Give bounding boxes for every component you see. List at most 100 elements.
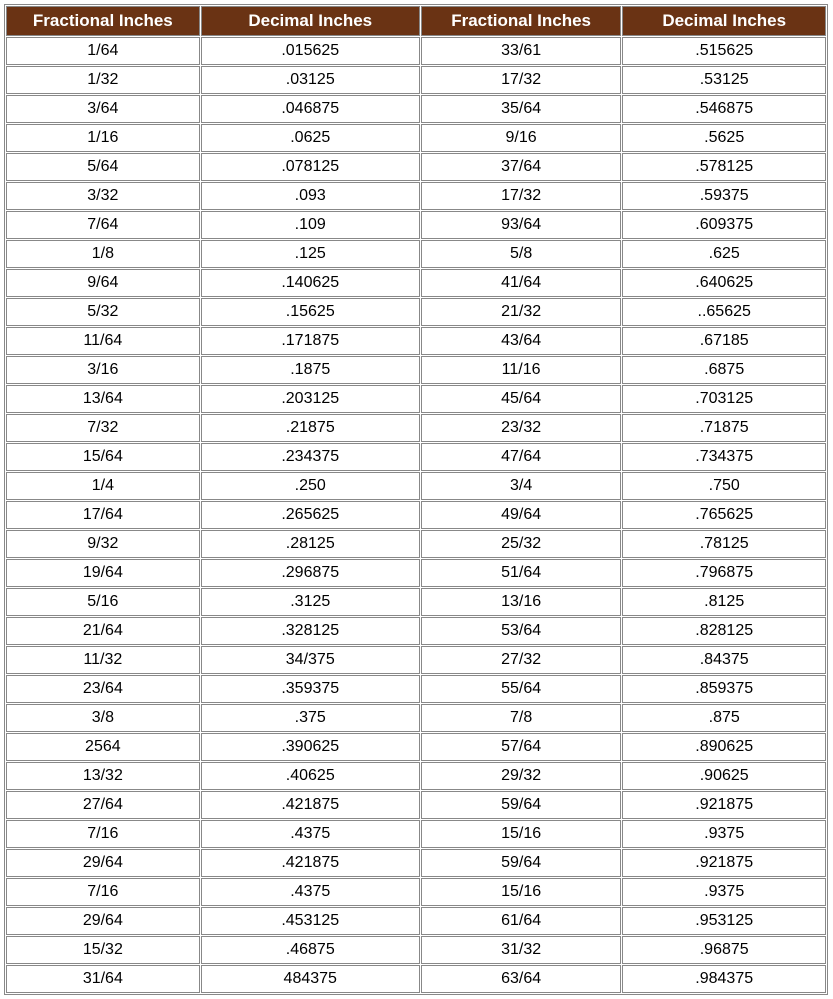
table-cell: .140625 [201,269,420,297]
table-cell: 11/16 [421,356,622,384]
table-cell: .859375 [622,675,826,703]
column-header: Fractional Inches [421,6,622,36]
table-cell: 9/32 [6,530,200,558]
table-cell: .84375 [622,646,826,674]
table-cell: .5625 [622,124,826,152]
table-cell: .28125 [201,530,420,558]
table-cell: 43/64 [421,327,622,355]
table-cell: 49/64 [421,501,622,529]
table-row: 11/3234/37527/32.84375 [6,646,826,674]
table-cell: 3/16 [6,356,200,384]
table-cell: .359375 [201,675,420,703]
table-cell: .734375 [622,443,826,471]
table-row: 19/64.29687551/64.796875 [6,559,826,587]
table-cell: 7/16 [6,878,200,906]
table-cell: 9/64 [6,269,200,297]
table-cell: .765625 [622,501,826,529]
table-cell: .828125 [622,617,826,645]
table-cell: .453125 [201,907,420,935]
table-cell: 57/64 [421,733,622,761]
table-row: 29/64.45312561/64.953125 [6,907,826,935]
table-cell: .03125 [201,66,420,94]
table-cell: 35/64 [421,95,622,123]
table-cell: .0625 [201,124,420,152]
table-cell: 9/16 [421,124,622,152]
table-row: 9/32.2812525/32.78125 [6,530,826,558]
table-row: 5/64.07812537/64.578125 [6,153,826,181]
table-cell: 63/64 [421,965,622,993]
table-cell: 21/32 [421,298,622,326]
table-cell: .125 [201,240,420,268]
table-cell: 15/16 [421,878,622,906]
table-cell: 29/32 [421,762,622,790]
table-cell: .328125 [201,617,420,645]
table-cell: .9375 [622,820,826,848]
table-cell: .90625 [622,762,826,790]
table-cell: 17/32 [421,182,622,210]
table-cell: 1/8 [6,240,200,268]
table-cell: 5/32 [6,298,200,326]
table-cell: .609375 [622,211,826,239]
table-cell: 53/64 [421,617,622,645]
table-cell: .546875 [622,95,826,123]
table-cell: .15625 [201,298,420,326]
table-cell: .093 [201,182,420,210]
table-cell: .046875 [201,95,420,123]
column-header: Decimal Inches [201,6,420,36]
table-cell: 11/64 [6,327,200,355]
table-cell: 7/8 [421,704,622,732]
table-cell: 93/64 [421,211,622,239]
table-cell: 59/64 [421,849,622,877]
table-cell: 47/64 [421,443,622,471]
table-row: 1/32.0312517/32.53125 [6,66,826,94]
table-cell: 23/32 [421,414,622,442]
table-row: 1/16.06259/16.5625 [6,124,826,152]
table-cell: .078125 [201,153,420,181]
table-cell: 15/32 [6,936,200,964]
table-cell: .640625 [622,269,826,297]
table-cell: 29/64 [6,849,200,877]
table-row: 15/64.23437547/64.734375 [6,443,826,471]
table-cell: 1/64 [6,37,200,65]
table-row: 2564.39062557/64.890625 [6,733,826,761]
table-row: 29/64.42187559/64.921875 [6,849,826,877]
table-cell: 1/32 [6,66,200,94]
table-cell: .1875 [201,356,420,384]
table-cell: .625 [622,240,826,268]
table-cell: 17/32 [421,66,622,94]
table-cell: 1/16 [6,124,200,152]
table-cell: ..65625 [622,298,826,326]
table-cell: .9375 [622,878,826,906]
table-cell: .59375 [622,182,826,210]
table-row: 3/8.3757/8.875 [6,704,826,732]
table-cell: 31/32 [421,936,622,964]
table-cell: .921875 [622,849,826,877]
table-cell: .4375 [201,878,420,906]
table-cell: 61/64 [421,907,622,935]
table-cell: 21/64 [6,617,200,645]
table-cell: 5/8 [421,240,622,268]
table-cell: .3125 [201,588,420,616]
table-cell: 13/16 [421,588,622,616]
table-cell: 37/64 [421,153,622,181]
table-row: 13/64.20312545/64.703125 [6,385,826,413]
table-cell: 51/64 [421,559,622,587]
table-cell: 27/32 [421,646,622,674]
table-cell: .015625 [201,37,420,65]
table-cell: 34/375 [201,646,420,674]
table-row: 31/6448437563/64.984375 [6,965,826,993]
table-cell: 17/64 [6,501,200,529]
column-header: Decimal Inches [622,6,826,36]
table-cell: .796875 [622,559,826,587]
table-cell: .96875 [622,936,826,964]
table-cell: .46875 [201,936,420,964]
table-cell: 29/64 [6,907,200,935]
table-row: 7/16.437515/16.9375 [6,820,826,848]
table-row: 3/32.09317/32.59375 [6,182,826,210]
table-cell: 2564 [6,733,200,761]
table-cell: 11/32 [6,646,200,674]
table-row: 7/16.437515/16.9375 [6,878,826,906]
column-header: Fractional Inches [6,6,200,36]
table-cell: .234375 [201,443,420,471]
table-cell: .4375 [201,820,420,848]
